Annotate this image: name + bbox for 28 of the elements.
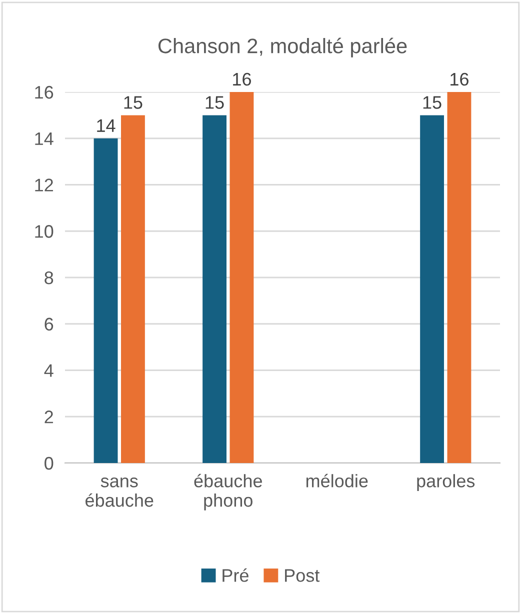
data-label: 15 — [124, 96, 142, 109]
bar — [230, 92, 254, 463]
y-tick-label: 2 — [44, 410, 53, 424]
x-tick-label: ébauche phono — [194, 474, 262, 510]
x-tick-label: sans ébauche — [86, 477, 154, 507]
y-tick-label: 8 — [44, 271, 54, 284]
bar — [420, 115, 444, 463]
bar — [202, 115, 226, 463]
data-label: 15 — [423, 96, 442, 109]
y-tick-label: 0 — [44, 456, 54, 470]
y-tick-label: 10 — [35, 225, 54, 238]
y-tick-label: 12 — [35, 178, 53, 192]
data-label: 14 — [97, 119, 116, 132]
bar — [94, 138, 118, 463]
legend-label: Pré — [222, 568, 248, 582]
y-tick-label: 4 — [44, 364, 54, 377]
x-tick-label: mélodie — [306, 474, 368, 488]
legend-label: Post — [285, 569, 320, 582]
bar — [447, 92, 472, 463]
data-label: 16 — [233, 72, 251, 86]
data-label: 16 — [450, 72, 468, 86]
y-tick-label: 16 — [35, 86, 54, 99]
chart-title: Chanson 2, modalté parlée — [158, 38, 407, 58]
data-label: 15 — [206, 96, 224, 109]
bar — [121, 115, 145, 463]
y-tick-label: 6 — [44, 318, 54, 331]
x-tick-label: paroles — [417, 474, 475, 491]
y-tick-label: 14 — [35, 132, 54, 145]
